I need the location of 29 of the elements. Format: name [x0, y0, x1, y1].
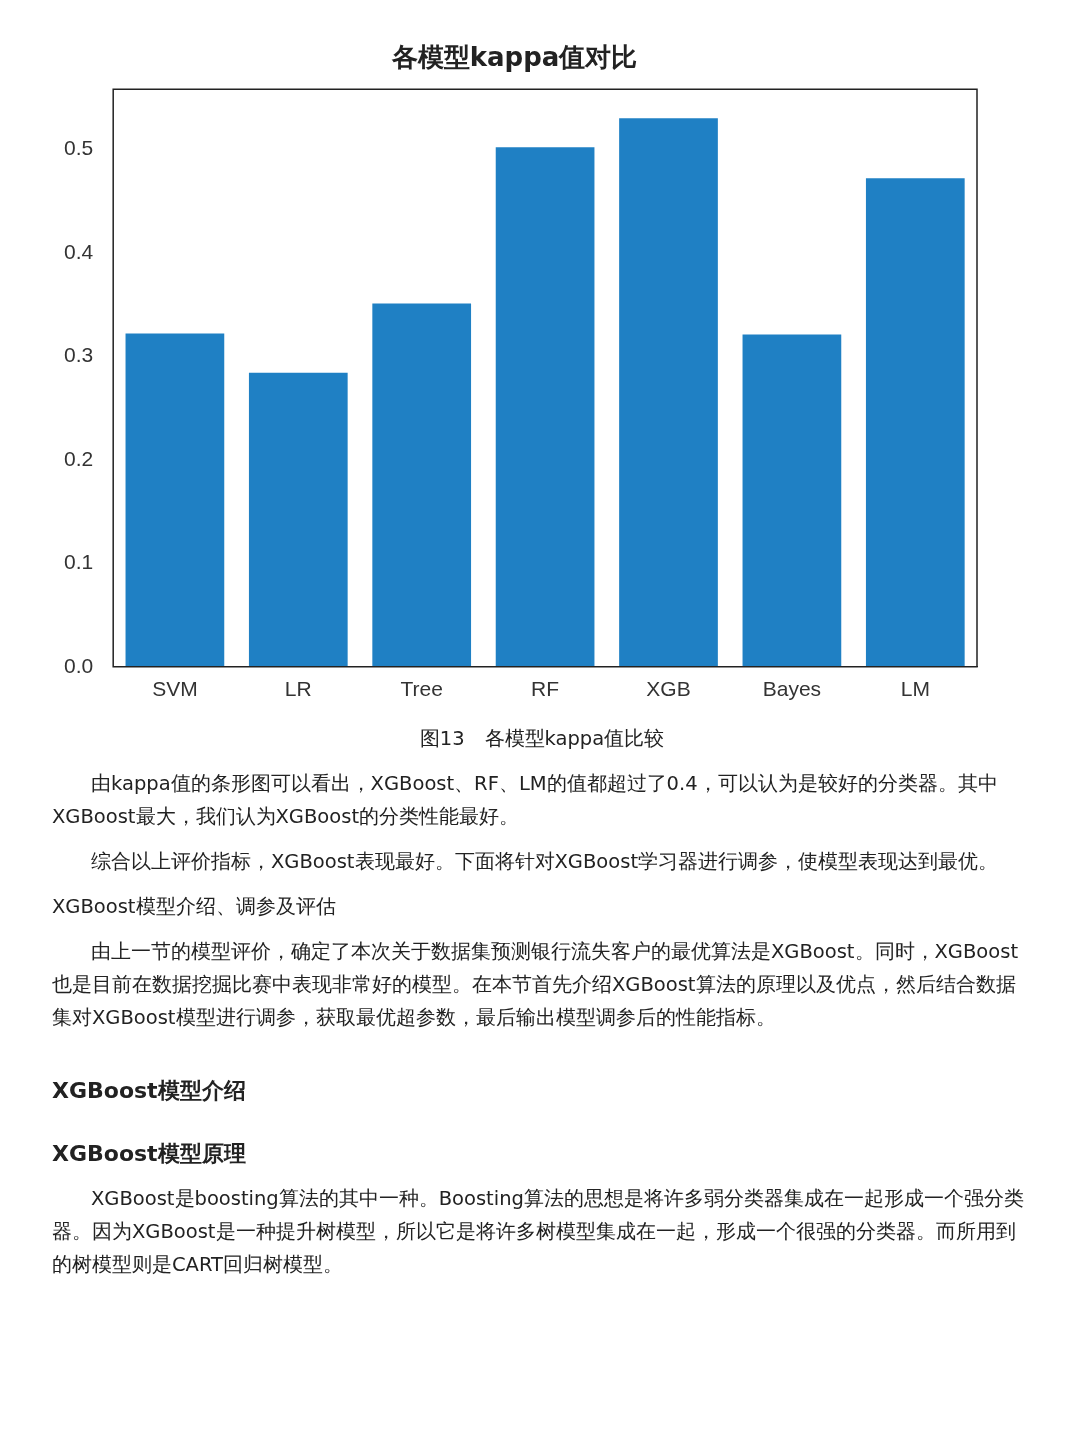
text: XGBoost模型介绍、调参及评估 [52, 894, 337, 920]
y-tick-label: 0.2 [63, 446, 94, 470]
chart-title: 各模型kappa值对比 [390, 42, 638, 73]
x-tick-label: Tree [400, 677, 443, 701]
text: XGBoost模型原理 [52, 1140, 247, 1168]
caption: 图13 各模型kappa值比较 [418, 726, 666, 752]
x-tick-label: LR [284, 677, 312, 701]
bar [742, 334, 842, 667]
y-tick-label: 0.4 [63, 239, 94, 263]
text: 综合以上评价指标，XGBoost表现最好。下面将针对XGBoost学习器进行调参，使模型表现达到最优。 [90, 849, 1000, 875]
y-tick-label: 0.0 [63, 653, 94, 677]
x-tick-label: XGB [646, 677, 691, 701]
x-tick-label: LM [900, 677, 930, 701]
text: XGBoost是boosting算法的其中一种。Boosting算法的思想是将许多弱分类器集成在一起形成一个强分类器。因为XGBoost是一种提升树模型，所以它是将许多树模型集成在一起，形成一个很强的分类器。而所用到的树模型则是CART回归树模型。 [52, 1186, 1025, 1278]
text: XGBoost模型介绍 [52, 1077, 247, 1105]
bar [248, 372, 348, 667]
bar [372, 303, 472, 667]
x-tick-label: Bayes [762, 677, 822, 701]
bar [865, 178, 965, 667]
bar [495, 147, 595, 667]
bar [125, 333, 225, 667]
bar [619, 118, 718, 667]
text: 由kappa值的条形图可以看出，XGBoost、RF、LM的值都超过了0.4，可以认为是较好的分类器。其中XGBoost最大，我们认为XGBoost的分类性能最好。 [52, 771, 999, 830]
y-tick-label: 0.3 [63, 343, 94, 367]
y-tick-label: 0.1 [63, 550, 94, 574]
x-tick-label: SVM [152, 677, 198, 701]
text: 由上一节的模型评价，确定了本次关于数据集预测银行流失客户的最优算法是XGBoost。同时，XGBoost也是目前在数据挖掘比赛中表现非常好的模型。在本节首先介绍XGBoost算法的原理以及优点，然后结合数据集对XGBoost模型进行调参，获取最优超参数，最后输出模型调参后的性能指标。 [52, 939, 1020, 1031]
y-tick-label: 0.5 [63, 136, 94, 160]
x-tick-label: RF [531, 677, 560, 701]
